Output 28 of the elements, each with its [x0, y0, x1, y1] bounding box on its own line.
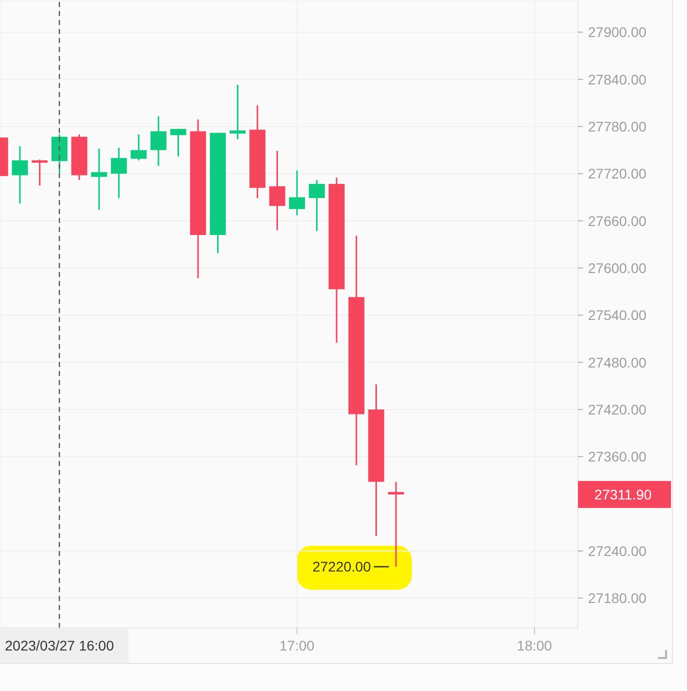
annotation: 27220.00 [312, 558, 372, 575]
candlestick [269, 150, 286, 232]
candlestick [91, 148, 108, 211]
text: 27311.90 [594, 486, 652, 502]
y-tick-label: 27360.00 [588, 448, 647, 465]
y-tick-label: 27600.00 [588, 260, 647, 276]
y-tick-label: 27720.00 [588, 166, 647, 182]
candlestick [388, 481, 404, 568]
x-tick-label: 18:00 [516, 638, 552, 654]
y-tick-label: 27180.00 [588, 590, 647, 606]
candlestick [130, 134, 147, 162]
y-tick-label: 27840.00 [588, 71, 647, 88]
candlestick [170, 128, 186, 158]
candlestick [308, 179, 325, 232]
y-tick-label: 27540.00 [588, 307, 647, 324]
x-tick-label: 17:00 [279, 638, 315, 654]
candlestick [230, 84, 246, 140]
candlestick [150, 116, 166, 167]
y-tick-label: 27780.00 [588, 118, 647, 135]
candlestick [110, 147, 127, 199]
y-tick-label: 27660.00 [588, 212, 647, 229]
x-tick-label: 2023/03/27 16:00 [4, 638, 114, 654]
y-tick-label: 27240.00 [588, 542, 647, 559]
y-tick-label: 27900.00 [588, 24, 647, 40]
candlestick [12, 145, 28, 204]
candlestick [289, 170, 306, 216]
y-tick-label: 27480.00 [588, 354, 647, 370]
y-tick-label: 27420.00 [588, 401, 647, 418]
